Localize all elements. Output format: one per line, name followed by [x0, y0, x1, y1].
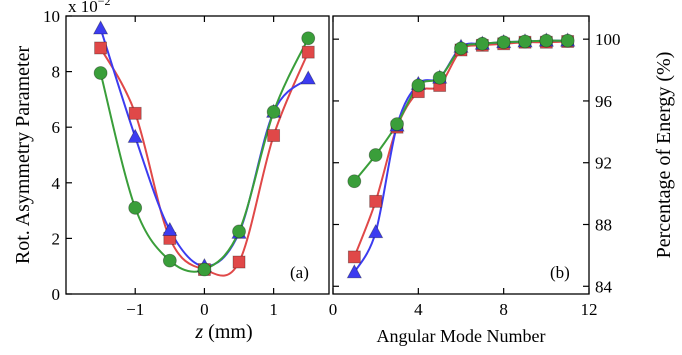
panel-b-ytick-label: 84	[595, 277, 613, 296]
panel-b-ytick-label: 92	[595, 154, 612, 173]
panel-b-xtick-label: 8	[499, 300, 508, 319]
panel-a-tag: (a)	[290, 263, 309, 282]
panel-a-xtick-label: −1	[126, 300, 144, 319]
panel-a-series-0-point	[128, 106, 142, 120]
panel-a-ytick-label: 8	[52, 63, 61, 82]
panel-b-series-2-point	[368, 148, 383, 162]
panel-b-series-2-point	[411, 78, 426, 93]
panel-a-series-2-point	[197, 262, 212, 277]
panel-a-series-2-point	[128, 200, 143, 215]
panel-b-xlabel: Angular Mode Number	[377, 326, 546, 346]
panel-a-y-exponent-base: x 10	[68, 0, 98, 16]
panel-a-ytick-label: 4	[52, 174, 61, 193]
panel-b-series-2-point	[347, 174, 362, 189]
panel-b-xtick-label: 4	[414, 300, 423, 319]
panel-a-series-2-point	[232, 224, 246, 239]
panel-b-series-1-line	[353, 39, 568, 273]
panel-b-series-2-point	[432, 70, 447, 85]
panel-a-y-exponent-power: −2	[98, 0, 111, 8]
panel-b-xtick-label: 0	[329, 300, 338, 319]
panel-b-series-2-point	[518, 34, 532, 49]
panel-b-series-2-point	[454, 41, 468, 56]
panel-a-series-0-point	[232, 255, 246, 269]
panel-b-series-1-point	[346, 264, 363, 279]
panel-a-series-2-line	[99, 37, 310, 273]
panel-a-series-2-point	[93, 66, 108, 80]
panel-b-ylabel: Percentage of Energy (%)	[653, 52, 675, 259]
panel-a-xtick-label: 0	[200, 300, 209, 319]
panel-b-series-2-point	[496, 35, 511, 50]
panel-a-ytick-label: 0	[52, 285, 61, 304]
panel-a-ytick-label: 2	[52, 229, 61, 248]
panel-a-series-1-line	[99, 28, 309, 268]
panel-b-series-0-point	[369, 194, 383, 208]
panel-a-series-1-point	[92, 20, 109, 35]
panel-b: 0 4 8 12 84 88 92 96 100 (b) Angular Mode Number…	[329, 15, 675, 346]
panel-a-series-2-point	[162, 253, 177, 268]
panel-a-series-0-line	[99, 47, 310, 277]
panel-a-series-0-point	[267, 129, 281, 142]
panel-b-series-2-point	[560, 33, 575, 48]
panel-b-series-0-line	[353, 40, 568, 258]
panel-b-series-2-point	[390, 117, 404, 132]
panel-a-series-0-point	[301, 45, 315, 59]
panel-a-ylabel: Rot. Asymmetry Parameter	[12, 46, 34, 265]
panel-a-frame	[65, 15, 330, 295]
panel-a-marks	[92, 20, 316, 277]
panel-a-y-exponent: x 10−2	[68, 0, 111, 16]
panel-b-series-1-point	[367, 223, 384, 239]
panel-a-series-2-point	[301, 31, 316, 46]
panel-b-ytick-label: 88	[595, 216, 612, 235]
panel-a-ytick-label: 6	[52, 118, 61, 137]
panel-b-xtick-label: 12	[581, 300, 598, 319]
panel-a-xlabel: z (mm)	[194, 321, 252, 343]
panel-a-xlabel-unit: (mm)	[203, 321, 252, 343]
panel-b-ytick-label: 100	[595, 30, 621, 49]
panel-b-series-0-point	[347, 250, 361, 264]
panel-a-series-0-point	[94, 41, 108, 55]
panel-b-ytick-label: 96	[595, 92, 612, 111]
panel-a-series-1-point	[162, 221, 178, 236]
panel-a-series-2-point	[266, 105, 281, 119]
panel-b-marks	[346, 32, 576, 279]
panel-a-ytick-label: 10	[43, 7, 60, 26]
panel-a-xtick-label: 1	[269, 300, 278, 319]
panel-a-xlabel-var: z	[194, 321, 203, 343]
panel-b-series-2-point	[539, 33, 554, 48]
panel-b-frame	[332, 15, 590, 295]
panel-a-series-1-point	[127, 128, 143, 143]
panel-b-ticks: 0 4 8 12 84 88 92 96 100	[329, 16, 621, 319]
panel-b-tag: (b)	[550, 263, 570, 282]
panel-a-series-1-point	[300, 70, 316, 85]
panel-b-series-2-point	[475, 36, 490, 51]
